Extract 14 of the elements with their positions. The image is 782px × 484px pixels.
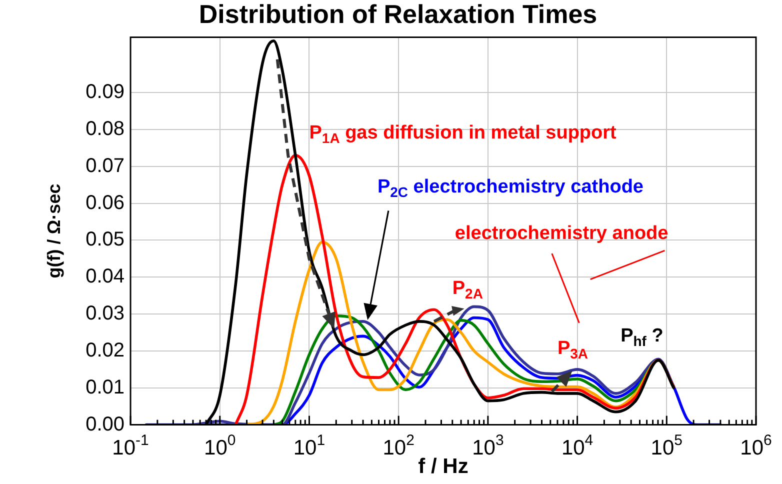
- y-tick-label: 0.00: [86, 413, 125, 436]
- y-tick-label: 0.04: [86, 266, 125, 288]
- y-tick-label: 0.09: [86, 81, 125, 104]
- annotation: electrochemistry anode: [454, 222, 668, 244]
- y-tick-label: 0.08: [86, 118, 125, 140]
- chart-title: Distribution of Relaxation Times: [198, 0, 598, 29]
- y-tick-label: 0.07: [86, 154, 125, 177]
- y-tick-label: 0.03: [86, 302, 125, 325]
- y-axis-title: g(f) / Ω·sec: [44, 184, 64, 278]
- y-tick-label: 0.02: [86, 339, 125, 362]
- y-tick-label: 0.05: [86, 228, 125, 251]
- x-axis-title: f / Hz: [418, 455, 468, 478]
- y-tick-label: 0.01: [86, 376, 125, 398]
- y-tick-label: 0.06: [86, 192, 125, 214]
